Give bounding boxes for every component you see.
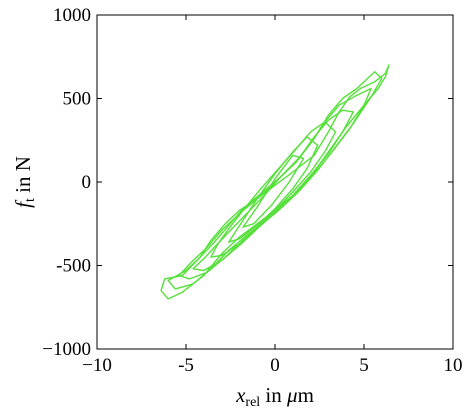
- series-line-loop-7: [242, 154, 305, 228]
- y-tick-label: 1000: [53, 5, 91, 26]
- y-tick-label: 0: [82, 172, 92, 193]
- y-tick-label: −1000: [42, 339, 91, 360]
- plot-area: [160, 64, 390, 300]
- series-line-loop-2: [167, 71, 383, 290]
- y-tick-label: 500: [63, 89, 92, 110]
- x-tick-label: -5: [178, 355, 194, 376]
- x-tick-label: 10: [444, 355, 463, 376]
- x-tick-label: −10: [82, 355, 112, 376]
- series-line-loop-6: [227, 136, 319, 243]
- tick-labels: −10 -5 0 5 10 −1000 -500 0 500 1000: [42, 5, 462, 376]
- x-axis-label: xrel in μm: [235, 383, 314, 410]
- x-tick-label: 5: [359, 355, 369, 376]
- ticks: [96, 14, 454, 350]
- series-line-loop-5: [210, 121, 337, 258]
- y-axis-label: ft in N: [11, 156, 38, 208]
- series-line-loop-4: [192, 109, 354, 272]
- y-tick-label: -500: [56, 256, 91, 277]
- x-tick-label: 0: [270, 355, 280, 376]
